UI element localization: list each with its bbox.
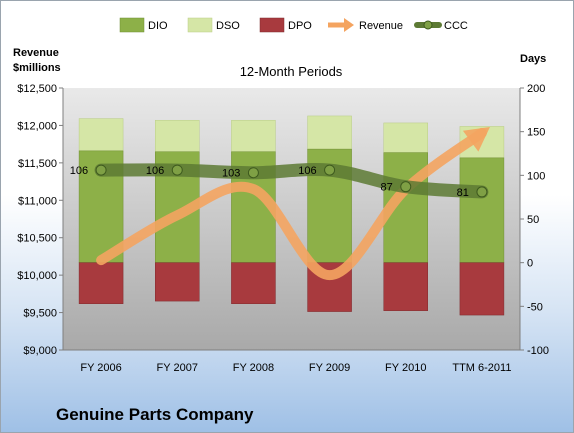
left-tick-label: $12,500 [17, 83, 57, 95]
legend-label-dio: DIO [148, 20, 168, 32]
ccc-point [247, 167, 259, 179]
ccc-data-label: 103 [222, 168, 240, 180]
legend-swatch-dio [119, 17, 145, 33]
bar-dpo [78, 262, 124, 304]
ccc-point [476, 186, 488, 198]
bar-dpo [231, 262, 276, 304]
ccc-data-label: 106 [298, 165, 316, 177]
left-tick-label: $9,500 [23, 308, 57, 320]
legend-swatch-dso [187, 17, 213, 33]
left-axis-title: Revenue [13, 47, 59, 59]
left-tick-label: $10,500 [17, 233, 57, 245]
company-name: Genuine Parts Company [56, 405, 254, 424]
plot-area [63, 88, 520, 350]
legend-swatch-ccc-marker [423, 20, 433, 30]
x-tick-label: TTM 6-2011 [452, 362, 511, 374]
bar-dpo [155, 262, 200, 302]
right-tick-label: -100 [527, 345, 549, 357]
left-tick-label: $11,000 [18, 195, 57, 207]
bar-dio [459, 157, 505, 263]
bar-dso [383, 122, 428, 153]
ccc-data-label: 106 [146, 165, 164, 177]
right-tick-label: 0 [527, 258, 533, 270]
right-axis-title: Days [520, 53, 546, 65]
ccc-point [324, 164, 336, 176]
x-tick-label: FY 2009 [309, 362, 350, 374]
ccc-point [400, 181, 412, 193]
ccc-data-label: 106 [70, 165, 88, 177]
legend-label-ccc: CCC [444, 20, 468, 32]
bar-dso [78, 118, 124, 152]
bar-dpo [459, 262, 505, 316]
ccc-point [171, 164, 183, 176]
left-tick-label: $12,000 [17, 120, 57, 132]
right-tick-label: -50 [527, 301, 543, 313]
bar-dso [231, 120, 276, 153]
legend-label-revenue: Revenue [359, 20, 403, 32]
right-tick-label: 200 [527, 83, 545, 95]
legend-label-dso: DSO [216, 20, 240, 32]
ccc-data-label: 81 [457, 187, 469, 199]
ccc-line [94, 162, 489, 199]
left-tick-label: $10,000 [17, 270, 57, 282]
revenue-arrowhead [462, 126, 490, 152]
left-tick-label: $9,000 [23, 345, 57, 357]
x-tick-label: FY 2010 [385, 362, 426, 374]
right-tick-label: 100 [527, 170, 545, 182]
right-tick-label: 150 [527, 127, 545, 139]
chart-title: 12-Month Periods [240, 64, 343, 79]
x-tick-label: FY 2006 [80, 362, 121, 374]
legend-swatch-dpo [259, 17, 285, 33]
ccc-point [95, 164, 107, 176]
left-axis-title: $millions [13, 62, 61, 74]
ccc-data-label: 87 [381, 182, 393, 194]
right-tick-label: 50 [527, 214, 539, 226]
bar-dpo [383, 262, 428, 311]
left-tick-label: $11,500 [18, 158, 57, 170]
legend-label-dpo: DPO [288, 20, 312, 32]
bar-dso [155, 120, 200, 153]
x-tick-label: FY 2008 [233, 362, 274, 374]
legend-swatch-revenue-arrow [344, 18, 354, 32]
bar-dso [307, 115, 352, 150]
x-tick-label: FY 2007 [157, 362, 198, 374]
